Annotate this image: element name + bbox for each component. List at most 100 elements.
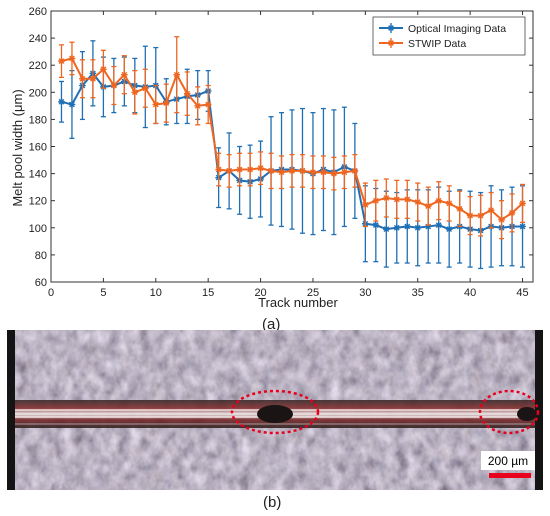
- point-marker-d2: [404, 196, 411, 203]
- point-marker-d2: [131, 89, 138, 96]
- point-marker-d2: [90, 75, 96, 82]
- data-point: [435, 197, 442, 204]
- data-point: [142, 84, 149, 92]
- point-marker-d2: [498, 216, 505, 223]
- data-point: [477, 212, 484, 219]
- point-marker-d2: [393, 224, 400, 231]
- point-marker-d2: [414, 224, 421, 231]
- point-marker-d2: [372, 222, 379, 228]
- data-point: [508, 209, 516, 217]
- x-tick-label: 40: [464, 287, 476, 299]
- data-point: [498, 216, 505, 223]
- point-marker-d2: [383, 195, 390, 201]
- y-tick-label: 160: [29, 142, 47, 154]
- data-point: [110, 82, 118, 89]
- data-point: [383, 194, 390, 202]
- legend-item: Optical Imaging Data: [379, 23, 506, 35]
- point-marker-d2: [446, 200, 453, 207]
- point-marker-d2: [79, 75, 86, 82]
- data-point: [257, 164, 264, 172]
- point-marker-d2: [142, 85, 149, 92]
- point-marker-d2: [362, 201, 369, 208]
- data-point: [173, 71, 181, 78]
- point-marker-d2: [215, 166, 222, 173]
- point-marker-d2: [435, 197, 442, 204]
- data-point: [79, 75, 86, 83]
- point-marker-d2: [58, 98, 65, 105]
- x-tick-label: 45: [516, 287, 528, 299]
- scale-bar-label: 200 µm: [488, 454, 528, 468]
- data-point: [341, 168, 348, 176]
- data-point: [320, 168, 327, 176]
- data-point: [309, 168, 317, 176]
- legend-label: STWIP Data: [408, 38, 466, 50]
- melt-track: [15, 400, 537, 428]
- data-point: [372, 221, 380, 229]
- scale-bar-label-box: [481, 451, 535, 470]
- data-point: [372, 197, 380, 204]
- x-tick-label: 20: [254, 287, 266, 299]
- data-point: [403, 196, 411, 203]
- scale-bar: [489, 473, 531, 478]
- data-point: [466, 212, 474, 219]
- data-point: [414, 224, 422, 232]
- melt-pool-chart: 0 5 10 15 20 25 30 35 40 45 60 80 100 120 140 160 180 200…: [10, 6, 534, 310]
- data-point: [225, 167, 233, 175]
- point-marker-d2: [184, 90, 191, 97]
- point-marker-d2: [110, 82, 117, 89]
- point-marker-d2: [268, 168, 274, 174]
- point-marker-d2: [393, 196, 400, 203]
- x-tick-label: 30: [359, 287, 371, 299]
- point-marker-d2: [299, 168, 306, 174]
- point-marker-d2: [467, 212, 474, 219]
- data-point: [414, 198, 422, 206]
- point-marker-d2: [58, 58, 65, 65]
- y-tick-label: 100: [29, 223, 47, 235]
- data-point: [68, 101, 76, 108]
- data-point: [204, 101, 212, 108]
- data-point: [288, 167, 296, 175]
- data-point: [278, 168, 285, 176]
- x-axis-label: Track number: [258, 295, 338, 310]
- data-point: [215, 166, 222, 173]
- data-point: [383, 225, 390, 233]
- defect-highlight-2: [478, 389, 540, 435]
- y-tick-label: 140: [29, 169, 47, 181]
- point-marker-d2: [372, 197, 379, 204]
- x-tick-label: 0: [48, 287, 54, 299]
- data-point: [435, 221, 442, 229]
- point-marker-d2: [519, 223, 526, 230]
- defect-highlight-1: [230, 389, 320, 435]
- point-marker-d2: [100, 66, 107, 73]
- caption-a: (a): [262, 316, 281, 333]
- point-marker-d2: [456, 205, 463, 212]
- point-marker-d2: [383, 226, 390, 233]
- y-tick-label: 200: [29, 87, 47, 99]
- data-point: [456, 205, 463, 213]
- point-marker-d2: [289, 168, 295, 174]
- data-point: [236, 166, 243, 173]
- point-marker-d2: [121, 71, 128, 78]
- point-marker-d2: [435, 222, 442, 228]
- data-point: [131, 89, 139, 96]
- series-2: [58, 36, 526, 240]
- data-point: [393, 224, 401, 232]
- point-marker-d2: [488, 207, 494, 214]
- caption-b: (b): [263, 494, 282, 511]
- point-marker-d2: [414, 199, 421, 205]
- y-tick-label: 180: [29, 114, 47, 126]
- point-marker-d2: [446, 226, 453, 233]
- y-tick-label: 120: [29, 196, 47, 208]
- point-marker-d2: [351, 168, 358, 174]
- data-point: [183, 90, 191, 97]
- point-marker-d2: [278, 169, 285, 176]
- point-marker-d2: [425, 203, 432, 209]
- legend: Optical Imaging Data STWIP Data: [372, 16, 526, 56]
- point-marker-d2: [163, 100, 170, 107]
- micrograph-image: 200 µm: [7, 330, 543, 490]
- y-tick-label: 80: [35, 250, 47, 262]
- point-marker-d2: [69, 55, 75, 62]
- point-marker-d2: [477, 212, 484, 219]
- data-point: [58, 98, 65, 106]
- data-point: [121, 71, 128, 78]
